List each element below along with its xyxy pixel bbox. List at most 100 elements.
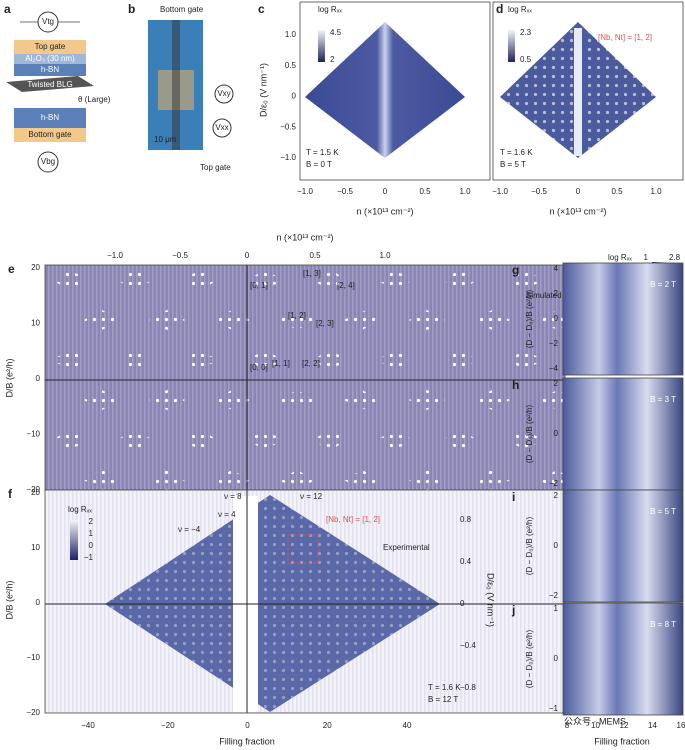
y-label: D/B (e²/h)	[4, 358, 14, 397]
colorbar-tick: 1	[644, 253, 649, 262]
y-label: (D − D₀)/B (e²/h)	[525, 517, 534, 576]
x-tick-label: 1.0	[459, 187, 471, 196]
y-tick-label: 2	[554, 491, 559, 500]
y-tick-label: 1	[554, 604, 559, 613]
y-tick-label: −0.5	[280, 122, 296, 131]
annotation: B = 0 T	[306, 160, 332, 169]
y-tick-label: 0.5	[285, 61, 297, 70]
x-tick-label: 1.0	[379, 251, 391, 260]
pattern-cluster	[474, 310, 510, 330]
y-tick-label: −20	[26, 485, 40, 494]
layer: Twisted BLG	[27, 80, 72, 89]
pattern-cluster	[442, 430, 478, 450]
panel-f: f log Rₓₓ D/B (e²/h) D/ε₀ (V nm⁻¹) [Nb, …	[4, 487, 566, 746]
pattern-cluster	[182, 350, 218, 370]
y-tick-label: 0.8	[460, 515, 472, 524]
pattern-cluster	[344, 310, 380, 330]
y-tick-label: 0	[554, 429, 559, 438]
panel-label: e	[8, 262, 15, 276]
x-label: Filling fraction	[219, 736, 275, 746]
annotation: Simulated	[526, 291, 562, 300]
y-tick-label: −0.8	[460, 683, 476, 692]
y-tick-label: 0.4	[460, 557, 472, 566]
state-label: [1, 1]	[272, 359, 290, 368]
x-tick-label: 20	[323, 721, 332, 730]
annotation: B = 8 T	[650, 620, 676, 629]
annotation: B = 5 T	[500, 160, 526, 169]
pattern-cluster	[507, 430, 543, 450]
pattern-cluster	[149, 390, 185, 410]
filling-label: ν = 8	[224, 492, 242, 501]
y-tick-label: 0	[36, 374, 41, 383]
pattern-cluster	[279, 390, 315, 410]
pattern-cluster	[409, 470, 445, 490]
y-tick-label: −2	[549, 591, 559, 600]
layer: Al₂O₃ (30 nm)	[25, 54, 75, 63]
pattern-cluster	[409, 390, 445, 410]
y-tick-label: 0	[554, 541, 559, 550]
pattern-cluster	[507, 270, 543, 290]
y-label: (D − D₀)/B (e²/h)	[525, 405, 534, 464]
angle: θ (Large)	[78, 95, 111, 104]
panel-label: g	[512, 263, 519, 277]
y-tick-label: 4	[554, 264, 559, 273]
label: Bottom gate	[160, 5, 204, 14]
pattern-cluster	[344, 470, 380, 490]
x-tick-label: 0	[383, 187, 388, 196]
panel-label: f	[8, 487, 13, 501]
label: Top gate	[200, 163, 231, 172]
pattern-cluster	[84, 470, 120, 490]
heatmap	[563, 490, 683, 602]
pattern-cluster	[149, 470, 185, 490]
x-tick-label: 0.5	[419, 187, 431, 196]
state-label: [1, 3]	[303, 269, 321, 278]
layer: Bottom gate	[28, 130, 72, 139]
pattern-cluster	[247, 270, 283, 290]
colorbar-tick: 0.5	[520, 55, 532, 64]
x-tick-label: 16	[677, 721, 685, 730]
pattern-cluster	[117, 350, 153, 370]
pattern-cluster	[117, 270, 153, 290]
x-tick-label: −20	[161, 721, 175, 730]
layer: h-BN	[41, 113, 59, 122]
heatmap	[563, 378, 683, 490]
panel-label: j	[511, 603, 515, 617]
pattern-cluster	[377, 430, 413, 450]
pattern-cluster	[247, 350, 283, 370]
y-tick-label: −20	[26, 708, 40, 717]
colorbar-title: log Rₓₓ	[318, 5, 342, 14]
y-tick-label: −10	[26, 653, 40, 662]
state-label: [0, 1]	[250, 281, 268, 290]
y-label: (D − D₀)/B (e²/h)	[525, 290, 534, 349]
heatmap	[563, 263, 683, 375]
y-label: D/ε₀ (V nm⁻¹)	[258, 63, 268, 117]
x-tick-label: 0.5	[309, 251, 321, 260]
pattern-cluster	[312, 270, 348, 290]
y-tick-label: −1.0	[280, 153, 296, 162]
pattern-cluster	[214, 470, 250, 490]
pattern-cluster	[247, 430, 283, 450]
colorbar-tick: 2	[330, 55, 335, 64]
layer: Top gate	[35, 42, 66, 51]
voltage: Vxy	[217, 89, 230, 98]
y-tick-label: −1	[549, 704, 559, 713]
x-tick-label: 40	[403, 721, 412, 730]
colorbar-tick: 2.3	[520, 28, 532, 37]
x-tick-label: −1.0	[492, 187, 508, 196]
pattern-cluster	[344, 390, 380, 410]
x-label: n (×10¹³ cm⁻²)	[276, 232, 333, 242]
y-tick-label: 0	[292, 92, 297, 101]
panel-a: a Vtg Top gate Al₂O₃ (30 nm) h-BN Twiste…	[4, 2, 111, 173]
y-tick-label: 0	[554, 654, 559, 663]
y-tick-label: −10	[26, 430, 40, 439]
x-tick-label: 10	[591, 721, 600, 730]
pattern-cluster	[507, 350, 543, 370]
y-label-right: D/ε₀ (V nm⁻¹)	[486, 573, 496, 627]
pattern-cluster	[214, 310, 250, 330]
x-tick-label: 14	[648, 721, 657, 730]
annotation: B = 5 T	[650, 507, 676, 516]
scale-bar: 10 μm	[154, 135, 177, 144]
y-tick-label: −1	[84, 553, 94, 562]
x-tick-label: −1.0	[107, 251, 123, 260]
